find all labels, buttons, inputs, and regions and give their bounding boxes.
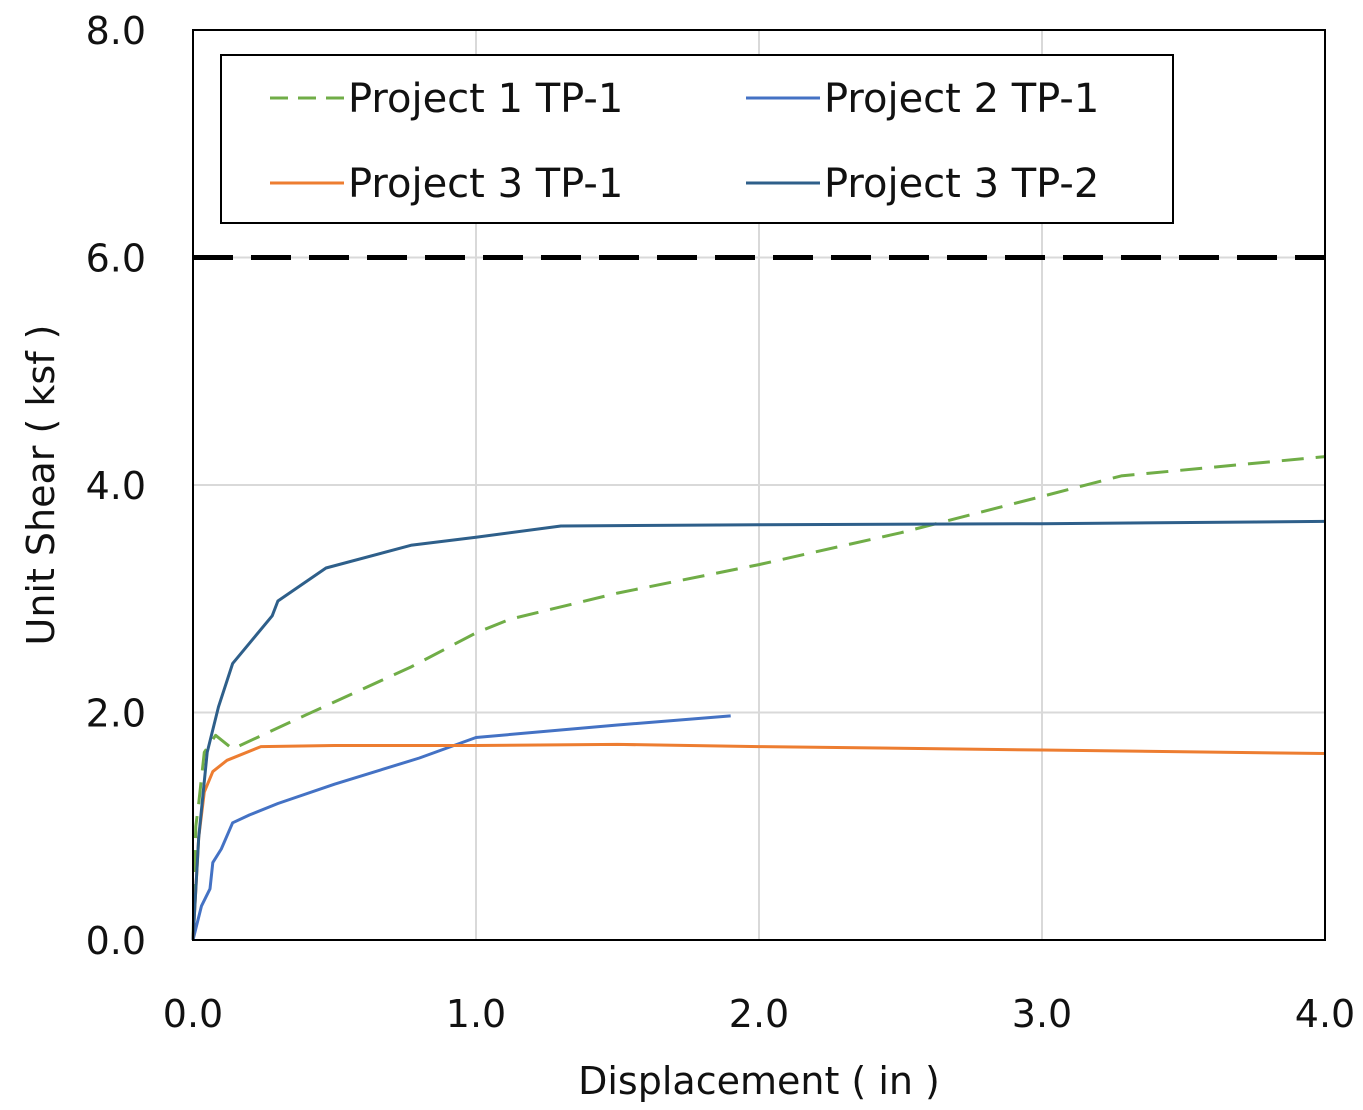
plot-area-frame (192, 29, 1326, 941)
legend-label-1: Project 1 TP-1 (348, 76, 623, 122)
x-tick-label: 4.0 (1295, 992, 1355, 1036)
series-line-1 (191, 455, 1326, 941)
series-line-2 (191, 714, 731, 941)
y-tick-label: 6.0 (86, 237, 146, 281)
legend-label-2: Project 2 TP-1 (824, 76, 1099, 122)
x-tick-label: 1.0 (446, 992, 506, 1036)
x-tick-label: 0.0 (163, 992, 223, 1036)
y-tick-label: 2.0 (86, 692, 146, 736)
legend-label-3: Project 3 TP-1 (348, 161, 623, 207)
y-axis-title: Unit Shear ( ksf ) (19, 325, 63, 646)
x-tick-label: 2.0 (729, 992, 789, 1036)
y-tick-label: 4.0 (86, 464, 146, 508)
y-tick-label: 0.0 (86, 919, 146, 963)
legend: Project 1 TP-1 Project 2 TP-1 Project 3 TP… (220, 54, 1174, 224)
x-tick-labels: 0.0 1.0 2.0 3.0 4.0 (163, 992, 1355, 1036)
series-group (191, 455, 1326, 941)
x-axis-title: Displacement ( in ) (578, 1059, 940, 1103)
y-tick-label: 8.0 (86, 9, 146, 53)
legend-label-4: Project 3 TP-2 (824, 161, 1099, 207)
x-tick-label: 3.0 (1012, 992, 1072, 1036)
series-line-4 (191, 519, 1326, 941)
y-tick-labels: 0.0 2.0 4.0 6.0 8.0 (86, 9, 146, 963)
legend-box (220, 54, 1174, 224)
